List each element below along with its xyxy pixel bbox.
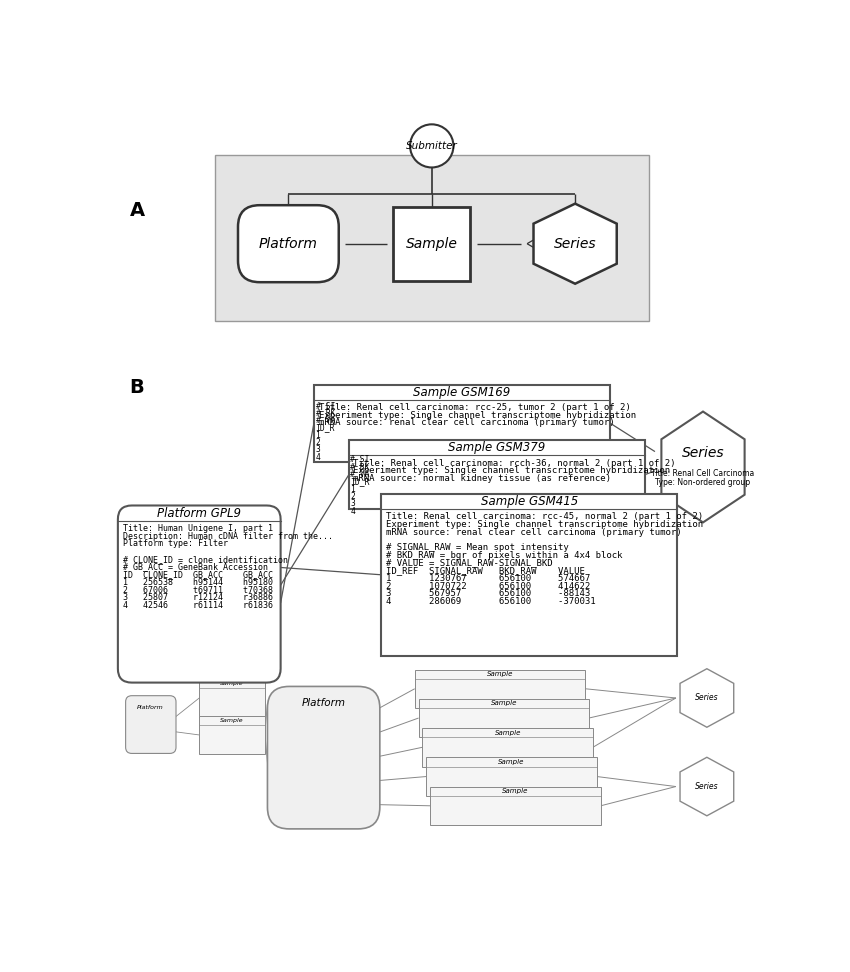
Text: 2       1070722      656100     414622: 2 1070722 656100 414622 xyxy=(386,581,590,591)
Bar xyxy=(393,207,471,281)
Circle shape xyxy=(410,124,453,167)
Text: 4       286069       656100     -370031: 4 286069 656100 -370031 xyxy=(386,597,596,607)
Text: Sample: Sample xyxy=(498,759,524,765)
Text: # VA: # VA xyxy=(315,416,335,425)
Text: Experiment type: Single channel transcriptome hybridization: Experiment type: Single channel transcri… xyxy=(319,411,636,420)
Text: Title: Renal Cell Carcinoma: Title: Renal Cell Carcinoma xyxy=(651,469,755,477)
Text: # VA: # VA xyxy=(350,470,370,479)
Text: ID_R: ID_R xyxy=(315,424,335,433)
Text: Experiment type: Single channel transcriptome hybridization: Experiment type: Single channel transcri… xyxy=(386,520,703,529)
Bar xyxy=(415,670,585,708)
FancyBboxPatch shape xyxy=(268,686,380,829)
Text: ID  CLONE_ID  GB_ACC    GB_ACC: ID CLONE_ID GB_ACC GB_ACC xyxy=(123,571,274,579)
Text: Description: Human cDNA filter from the...: Description: Human cDNA filter from the.… xyxy=(123,532,333,540)
Text: 1   256538    h95144    h95180: 1 256538 h95144 h95180 xyxy=(123,578,274,587)
Bar xyxy=(348,440,645,509)
Text: Title: Human Unigene I, part 1: Title: Human Unigene I, part 1 xyxy=(123,524,274,533)
Bar xyxy=(382,494,677,656)
Text: # SI: # SI xyxy=(350,456,370,465)
Text: Sample GSM169: Sample GSM169 xyxy=(413,386,511,399)
Bar xyxy=(199,678,265,717)
Text: Sample: Sample xyxy=(220,717,244,723)
Text: Platform: Platform xyxy=(301,698,345,709)
Text: # BKD_RAW = bgr of pixels within a 4x4 block: # BKD_RAW = bgr of pixels within a 4x4 b… xyxy=(386,551,622,560)
Bar xyxy=(418,699,589,737)
Text: A: A xyxy=(129,201,144,221)
Text: Series: Series xyxy=(695,782,719,791)
Text: Title: Renal cell carcinoma: rcch-36, normal 2 (part 1 of 2): Title: Renal cell carcinoma: rcch-36, no… xyxy=(354,459,676,468)
Polygon shape xyxy=(534,204,617,284)
Text: # BK: # BK xyxy=(350,463,370,471)
Text: 3: 3 xyxy=(350,500,355,508)
Text: # BK: # BK xyxy=(315,409,335,418)
Text: Sample GSM379: Sample GSM379 xyxy=(448,441,546,454)
FancyBboxPatch shape xyxy=(238,205,339,282)
Polygon shape xyxy=(680,669,734,727)
Text: # SIGNAL_RAW = Mean spot intensity: # SIGNAL_RAW = Mean spot intensity xyxy=(386,543,569,552)
Text: Platform: Platform xyxy=(137,705,164,710)
Text: 3: 3 xyxy=(315,445,320,455)
Text: 4: 4 xyxy=(350,506,355,515)
Text: ID_R: ID_R xyxy=(350,477,370,486)
Text: # GB_ACC = GeneBank Accession: # GB_ACC = GeneBank Accession xyxy=(123,563,269,572)
Text: Sample: Sample xyxy=(495,730,521,736)
Bar xyxy=(422,728,593,767)
Polygon shape xyxy=(680,757,734,816)
Text: Experiment type: Single channel transcriptome hybridization: Experiment type: Single channel transcri… xyxy=(354,467,671,475)
Text: B: B xyxy=(129,378,144,398)
Text: 2: 2 xyxy=(350,492,355,501)
Text: Sample GSM415: Sample GSM415 xyxy=(481,495,578,508)
Text: 4: 4 xyxy=(315,453,320,462)
Text: 2: 2 xyxy=(315,438,320,447)
Text: Platform: Platform xyxy=(259,237,318,251)
Bar xyxy=(215,156,649,321)
Text: ID_REF  SIGNAL_RAW   BKD_RAW    VALUE: ID_REF SIGNAL_RAW BKD_RAW VALUE xyxy=(386,567,585,575)
Polygon shape xyxy=(661,411,745,522)
Text: Sample: Sample xyxy=(405,237,457,251)
Text: Sample: Sample xyxy=(220,680,244,686)
Text: 1: 1 xyxy=(315,431,320,439)
Text: Sample: Sample xyxy=(490,701,517,707)
FancyBboxPatch shape xyxy=(126,696,176,753)
Bar xyxy=(199,715,265,754)
Text: # SI: # SI xyxy=(315,401,335,410)
Bar xyxy=(430,786,601,825)
Text: 1: 1 xyxy=(350,485,355,494)
Text: 3       567957       656100     -88143: 3 567957 656100 -88143 xyxy=(386,589,590,599)
Text: mRNA source: normal kidney tissue (as reference): mRNA source: normal kidney tissue (as re… xyxy=(354,474,611,483)
Text: mRNA source: renal clear cell carcinoma (primary tumor): mRNA source: renal clear cell carcinoma … xyxy=(386,528,682,537)
Text: 2   67006     t69711    t70368: 2 67006 t69711 t70368 xyxy=(123,585,274,595)
Text: 4   42546     r61114    r61836: 4 42546 r61114 r61836 xyxy=(123,601,274,610)
FancyBboxPatch shape xyxy=(118,505,280,682)
Bar xyxy=(427,757,597,796)
Text: mRNA source: renal clear cell carcinoma (primary tumor): mRNA source: renal clear cell carcinoma … xyxy=(319,419,615,428)
Text: Series: Series xyxy=(554,237,597,251)
Text: 1       1230767      656100     574667: 1 1230767 656100 574667 xyxy=(386,574,590,583)
Text: Type: Non-ordered group: Type: Non-ordered group xyxy=(655,478,751,487)
Text: Series: Series xyxy=(695,693,719,703)
Text: Platform type: Filter: Platform type: Filter xyxy=(123,539,229,548)
Text: Sample: Sample xyxy=(487,671,513,677)
Text: # CLONE_ID = clone identification: # CLONE_ID = clone identification xyxy=(123,555,288,564)
Text: Title: Renal cell carcinoma: rcc-25, tumor 2 (part 1 of 2): Title: Renal cell carcinoma: rcc-25, tum… xyxy=(319,403,631,412)
Text: 3   25807     r12124    r36886: 3 25807 r12124 r36886 xyxy=(123,593,274,603)
Text: Sample: Sample xyxy=(502,788,529,794)
Text: Submitter: Submitter xyxy=(405,141,457,151)
Text: # VALUE = SIGNAL_RAW-SIGNAL_BKD: # VALUE = SIGNAL_RAW-SIGNAL_BKD xyxy=(386,559,552,568)
Text: Title: Renal cell carcinoma: rcc-45, normal 2 (part 1 of 2): Title: Renal cell carcinoma: rcc-45, nor… xyxy=(386,512,703,521)
Text: Platform GPL9: Platform GPL9 xyxy=(157,506,241,520)
Bar xyxy=(314,385,610,462)
Text: Series: Series xyxy=(682,446,724,460)
